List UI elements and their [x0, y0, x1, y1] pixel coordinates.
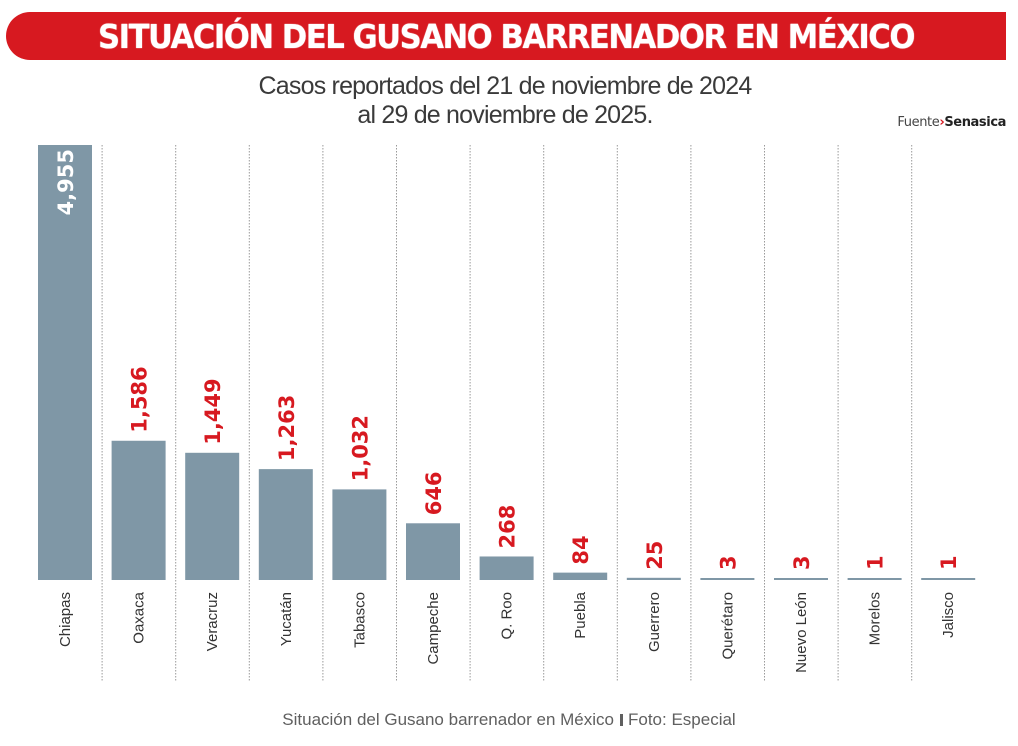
title-banner: SITUACIÓN DEL GUSANO BARRENADOR EN MÉXIC… [6, 12, 1006, 60]
bar [111, 440, 166, 580]
value-label: 646 [422, 471, 446, 515]
value-label: 84 [569, 535, 593, 564]
category-label: Q. Roo [499, 592, 516, 640]
caption-text: Situación del Gusano barrenador en Méxic… [282, 710, 614, 729]
category-label: Yucatán [278, 592, 295, 646]
bar-chart: 4,955 Chiapas 1,586 Oaxaca 1,449 Veracruz 1,26… [38, 145, 976, 682]
chart-title: SITUACIÓN DEL GUSANO BARRENADOR EN MÉXIC… [98, 17, 915, 56]
value-label: 1,263 [275, 395, 299, 461]
bar [774, 578, 828, 580]
bar [553, 572, 608, 580]
value-label: 1,032 [348, 415, 372, 481]
value-label: 3 [790, 555, 814, 570]
bar [626, 577, 681, 580]
category-label: Puebla [572, 591, 589, 638]
category-label: Tabasco [351, 592, 368, 648]
category-label: Querétaro [719, 592, 736, 660]
category-label: Oaxaca [131, 591, 148, 643]
bar [258, 469, 313, 580]
source-credit: Fuente›Senasica [897, 115, 1006, 130]
category-label: Jalisco [940, 592, 957, 638]
source-label: Fuente [897, 115, 940, 130]
subtitle-line-1: Casos reportados del 21 de noviembre de … [258, 72, 753, 100]
category-label: Chiapas [57, 592, 74, 647]
value-label: 1 [937, 555, 961, 570]
value-label: 1 [864, 555, 888, 570]
bar [479, 556, 534, 580]
category-label: Campeche [425, 592, 442, 665]
value-label: 1,449 [201, 378, 225, 444]
value-label: 4,955 [54, 149, 78, 215]
category-label: Guerrero [646, 592, 663, 652]
category-label: Morelos [867, 592, 884, 645]
category-label: Nuevo León [793, 592, 810, 673]
chevron-right-icon: › [939, 115, 945, 130]
bar [921, 578, 976, 580]
source-org: Senasica [944, 115, 1006, 130]
value-label: 268 [496, 505, 520, 549]
bar [700, 578, 755, 580]
value-label: 25 [643, 541, 667, 570]
subtitle-line-2: al 29 de noviembre de 2025. [357, 101, 653, 129]
bar [332, 489, 387, 580]
image-caption: Situación del Gusano barrenador en Méxic… [0, 710, 1018, 730]
category-label: Veracruz [204, 592, 221, 651]
caption-separator [619, 714, 623, 726]
bar [847, 578, 902, 580]
bar [185, 452, 240, 580]
bar [406, 523, 460, 580]
chart-subtitle: Casos reportados del 21 de noviembre de … [200, 72, 810, 130]
caption-credit: Foto: Especial [627, 710, 736, 729]
value-label: 3 [716, 555, 740, 570]
value-label: 1,586 [128, 366, 152, 432]
bar [38, 145, 92, 580]
